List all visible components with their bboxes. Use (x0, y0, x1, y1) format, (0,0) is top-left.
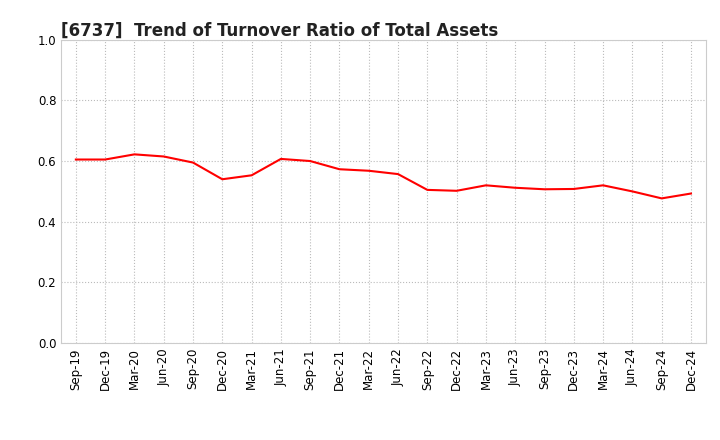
Text: [6737]  Trend of Turnover Ratio of Total Assets: [6737] Trend of Turnover Ratio of Total … (61, 22, 498, 40)
